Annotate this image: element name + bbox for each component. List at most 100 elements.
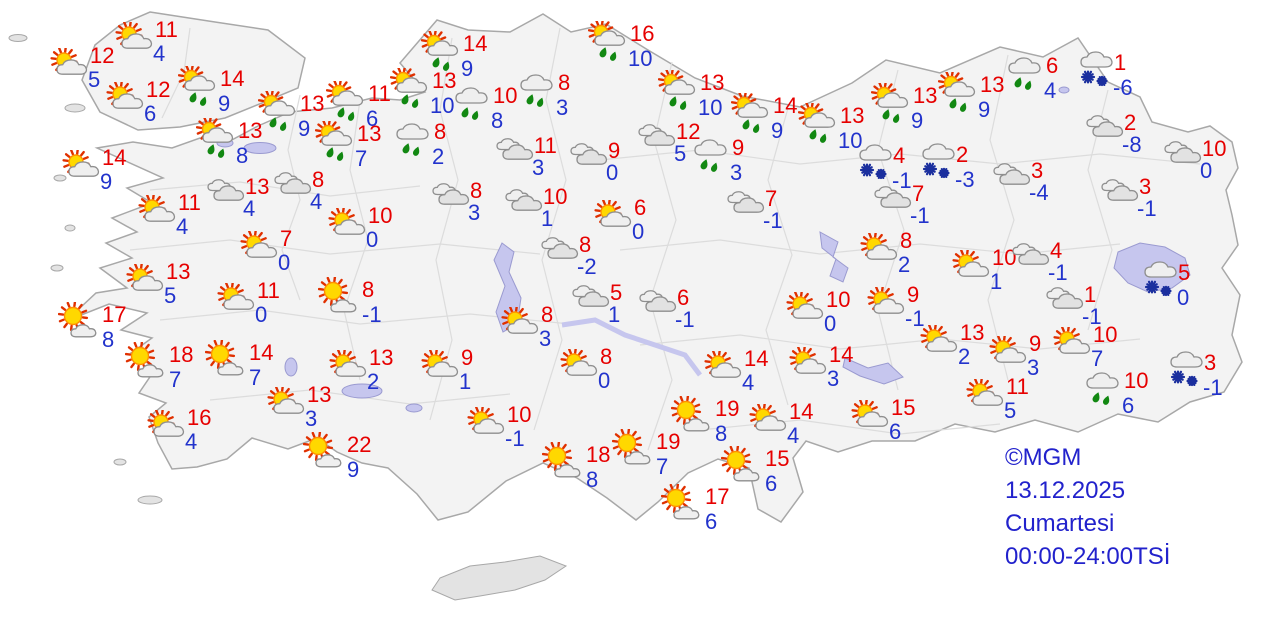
weather-station: 9 -1 [867,282,951,339]
max-temp: 9 [732,135,745,160]
max-temp: 12 [90,43,115,68]
cloudy-icon [505,186,555,237]
max-temp: 22 [347,432,372,457]
weather-station: 10 -1 [467,404,551,459]
weather-station: 10 8 [453,83,537,135]
partly-cloudy-icon [138,193,188,246]
min-temp: 3 [468,200,481,225]
max-temp: 12 [146,77,171,102]
cloudy-icon [1012,240,1062,291]
max-temp: 5 [1178,260,1191,285]
weather-station: 18 7 [124,340,209,394]
partly-cloudy-icon [749,402,799,455]
sun-rain-icon [420,28,471,82]
min-temp: 4 [153,41,166,66]
partly-cloudy-icon [467,405,517,458]
min-temp: -1 [763,208,783,233]
min-temp: 1 [541,206,554,231]
partly-cloudy-icon [126,262,176,315]
max-temp: 9 [1029,331,1042,356]
weather-station: 18 8 [541,440,626,494]
sun-rain-icon [314,118,365,172]
min-temp: 6 [765,471,778,496]
weather-station: 13 10 [657,67,742,122]
weather-station: 10 0 [786,289,870,344]
max-temp: 10 [1093,322,1118,347]
max-temp: 7 [765,186,778,211]
credit-copyright: ©MGM [1005,444,1082,471]
partly-cloudy-icon [501,305,551,358]
max-temp: 6 [1046,53,1059,78]
min-temp: 10 [628,46,653,71]
min-temp: 6 [705,509,718,534]
sunny-icon [660,482,711,535]
weather-station: 13 3 [267,384,351,439]
rain-icon [1084,368,1134,419]
min-temp: 2 [367,369,380,394]
weather-station: 11 5 [966,376,1050,431]
min-temp: 8 [491,108,504,133]
rain-icon [453,83,503,134]
cloudy-icon [274,169,324,220]
min-temp: -1 [1137,196,1157,221]
weather-station: 11 4 [115,19,199,74]
min-temp: 5 [1004,398,1017,423]
max-temp: 15 [891,395,916,420]
partly-cloudy-icon [560,347,610,400]
sun-rain-icon [325,78,376,132]
min-temp: 3 [827,366,840,391]
min-temp: 7 [1091,346,1104,371]
rain-icon [1006,53,1056,104]
sunny-icon [720,444,771,497]
min-temp: 2 [898,252,911,277]
max-temp: 17 [102,302,127,327]
min-temp: 4 [185,429,198,454]
sun-rain-icon [797,100,848,154]
partly-cloudy-icon [421,348,471,401]
weather-station: 10 0 [328,205,412,260]
weather-station: 4 -1 [1012,240,1096,292]
max-temp: 13 [238,118,263,143]
sun-rain-icon [657,67,708,121]
islands [8,34,568,601]
max-temp: 1 [1114,50,1127,75]
sun-rain-icon [587,18,638,72]
min-temp: 0 [824,311,837,336]
min-temp: 9 [771,118,784,143]
weather-station: 2 -3 [918,140,1002,192]
rain-icon [692,135,742,186]
weather-station: 14 9 [420,28,505,83]
weather-station: 10 6 [1084,368,1168,420]
weather-station: 14 3 [789,344,873,399]
max-temp: 13 [166,259,191,284]
min-temp: 7 [355,146,368,171]
sun-rain-icon [730,90,781,144]
sunny-icon [302,430,353,483]
cloudy-icon [874,183,924,234]
max-temp: 16 [187,405,212,430]
weather-station: 13 2 [920,322,1004,377]
partly-cloudy-icon [594,198,644,251]
max-temp: 11 [534,133,557,158]
max-temp: 14 [744,346,769,371]
min-temp: -4 [1029,180,1049,205]
max-temp: 13 [980,72,1005,97]
weather-station: 11 3 [496,135,580,187]
partly-cloudy-icon [267,385,317,438]
min-temp: 0 [1200,158,1213,183]
partly-cloudy-icon [329,348,379,401]
min-temp: 9 [298,116,311,141]
min-temp: 8 [586,467,599,492]
weather-station: 11 4 [138,192,222,247]
partly-cloudy-icon [240,229,290,282]
max-temp: 19 [715,396,740,421]
max-temp: 9 [907,282,920,307]
weather-station: 10 1 [505,186,589,238]
partly-cloudy-icon [867,285,917,338]
